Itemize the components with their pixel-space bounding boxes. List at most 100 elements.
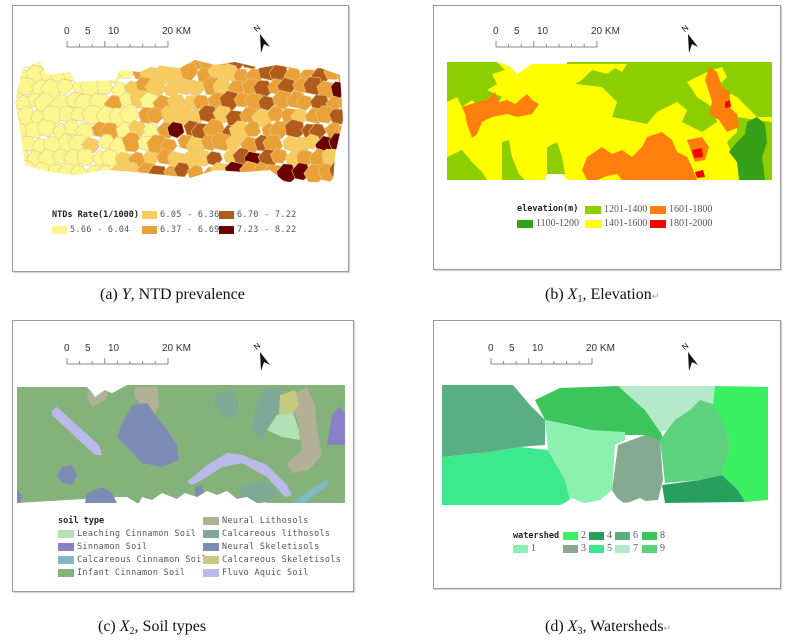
legend-swatch <box>650 206 666 214</box>
scale-bar: 0 5 10 20 KM <box>493 26 633 52</box>
ntd-cell <box>270 147 288 164</box>
legend-label: Calcareous Skeletisols <box>222 555 342 565</box>
legend-label: Neural Skeletisols <box>222 542 320 552</box>
legend-item: Calcareous Cinnamon Soil <box>58 555 207 565</box>
watershed-3 <box>612 435 663 503</box>
legend-swatch <box>58 543 74 551</box>
legend-item: 1401-1600 <box>585 219 647 229</box>
legend-item: 2 <box>563 531 586 541</box>
scale-label: 0 <box>64 26 70 37</box>
legend-swatch <box>203 543 219 551</box>
ntd-rate-map <box>15 60 343 182</box>
scale-label: 10 <box>532 343 544 354</box>
scale-label: 20 KM <box>162 343 191 354</box>
legend-label: 1 <box>531 543 536 554</box>
ntd-cell <box>76 148 96 167</box>
legend-swatch <box>650 220 666 228</box>
watershed-4 <box>662 475 745 503</box>
scale-label: 0 <box>64 343 70 354</box>
legend-label: Neural Lithosols <box>222 516 309 526</box>
legend-label: 1401-1600 <box>604 218 648 229</box>
scale-ruler <box>66 41 169 48</box>
legend-label: 9 <box>660 543 665 554</box>
svg-text:N: N <box>252 341 262 352</box>
legend-swatch <box>563 545 578 553</box>
caption-d: (d) X3, Watersheds↵ <box>545 618 672 637</box>
scale-ruler <box>66 358 169 365</box>
legend-item: Neural Lithosols <box>203 516 309 526</box>
legend-label: 1100-1200 <box>536 218 579 229</box>
legend-label: 6.37 - 6.69 <box>160 225 220 235</box>
caption-b: (b) X1, Elevation↵ <box>545 286 660 305</box>
scale-ruler <box>495 41 598 48</box>
legend-item: 7 <box>615 544 638 554</box>
ntd-cell <box>276 163 298 182</box>
elevation-map <box>447 62 772 180</box>
ntd-cell <box>225 134 243 151</box>
legend-swatch <box>642 532 657 540</box>
ntd-cell <box>166 121 185 139</box>
legend-label: Calcareous Cinnamon Soil <box>77 555 208 565</box>
legend-item: Neural Skeletisols <box>203 542 320 552</box>
scale-label: 10 <box>108 26 120 37</box>
legend-item: Leaching Cinnamon Soil <box>58 529 196 539</box>
legend-swatch <box>203 556 219 564</box>
ntd-cell <box>296 94 314 111</box>
legend-item: 8 <box>642 531 665 541</box>
legend-item: 1601-1800 <box>650 205 712 215</box>
scale-label: 20 KM <box>591 26 620 37</box>
svg-text:N: N <box>680 341 690 352</box>
ntd-cell <box>146 107 165 124</box>
legend-label: Sinnamon Soil <box>77 542 148 552</box>
legend-item: 1 <box>513 544 536 554</box>
ntd-cell <box>100 148 119 167</box>
legend-label: 7.23 - 8.22 <box>237 225 297 235</box>
ntd-cell <box>128 120 147 137</box>
scale-label: 20 KM <box>162 26 191 37</box>
legend-label: 5.66 - 6.04 <box>70 225 130 235</box>
ntd-cell <box>56 78 74 95</box>
scale-label: 5 <box>85 26 91 37</box>
north-arrow-icon: N <box>680 23 698 53</box>
scale-label: 10 <box>108 343 120 354</box>
legend-swatch <box>142 211 157 219</box>
legend-swatch <box>219 226 234 234</box>
legend-item: 1201-1400 <box>585 205 647 215</box>
ntd-cell <box>243 120 262 137</box>
caption-c: (c) X2, Soil types <box>98 618 207 637</box>
legend-item: 6.70 - 7.22 <box>219 210 297 220</box>
legend-swatch <box>589 545 604 553</box>
legend-item: 5 <box>589 544 612 554</box>
legend-swatch <box>513 545 528 553</box>
north-arrow-icon: N <box>252 341 270 371</box>
scale-label: 5 <box>85 343 91 354</box>
legend-item: 6.37 - 6.69 <box>142 225 220 235</box>
ntd-cell <box>36 119 57 138</box>
legend-label: 6.70 - 7.22 <box>237 210 297 220</box>
ntd-cell <box>315 105 336 124</box>
scale-bar: 0 5 10 20 KM <box>64 343 204 369</box>
legend-swatch <box>142 226 157 234</box>
ntd-cell <box>173 161 191 178</box>
legend-item: Fluvo Aquic Soil <box>203 568 309 578</box>
legend-label: 7 <box>633 543 638 554</box>
legend-label: 1601-1800 <box>669 204 713 215</box>
scale-ruler <box>490 358 593 365</box>
legend-title: watershed <box>513 531 560 541</box>
legend-label: Leaching Cinnamon Soil <box>77 529 197 539</box>
legend-swatch <box>615 545 630 553</box>
scale-bar: 0 5 10 20 KM <box>64 26 204 52</box>
legend-label: 1801-2000 <box>669 218 713 229</box>
legend-title: soil type <box>58 516 105 526</box>
legend-item: 4 <box>589 531 612 541</box>
legend-label: 8 <box>660 530 665 541</box>
ntd-cell <box>295 149 314 166</box>
legend-item: 3 <box>563 544 586 554</box>
legend-swatch <box>615 532 630 540</box>
soil-types-map <box>17 385 345 507</box>
legend-label: 3 <box>581 543 586 554</box>
legend-item: Calcareous lithosols <box>203 529 330 539</box>
scale-label: 5 <box>509 343 515 354</box>
legend-swatch <box>589 532 604 540</box>
scale-label: 5 <box>514 26 520 37</box>
